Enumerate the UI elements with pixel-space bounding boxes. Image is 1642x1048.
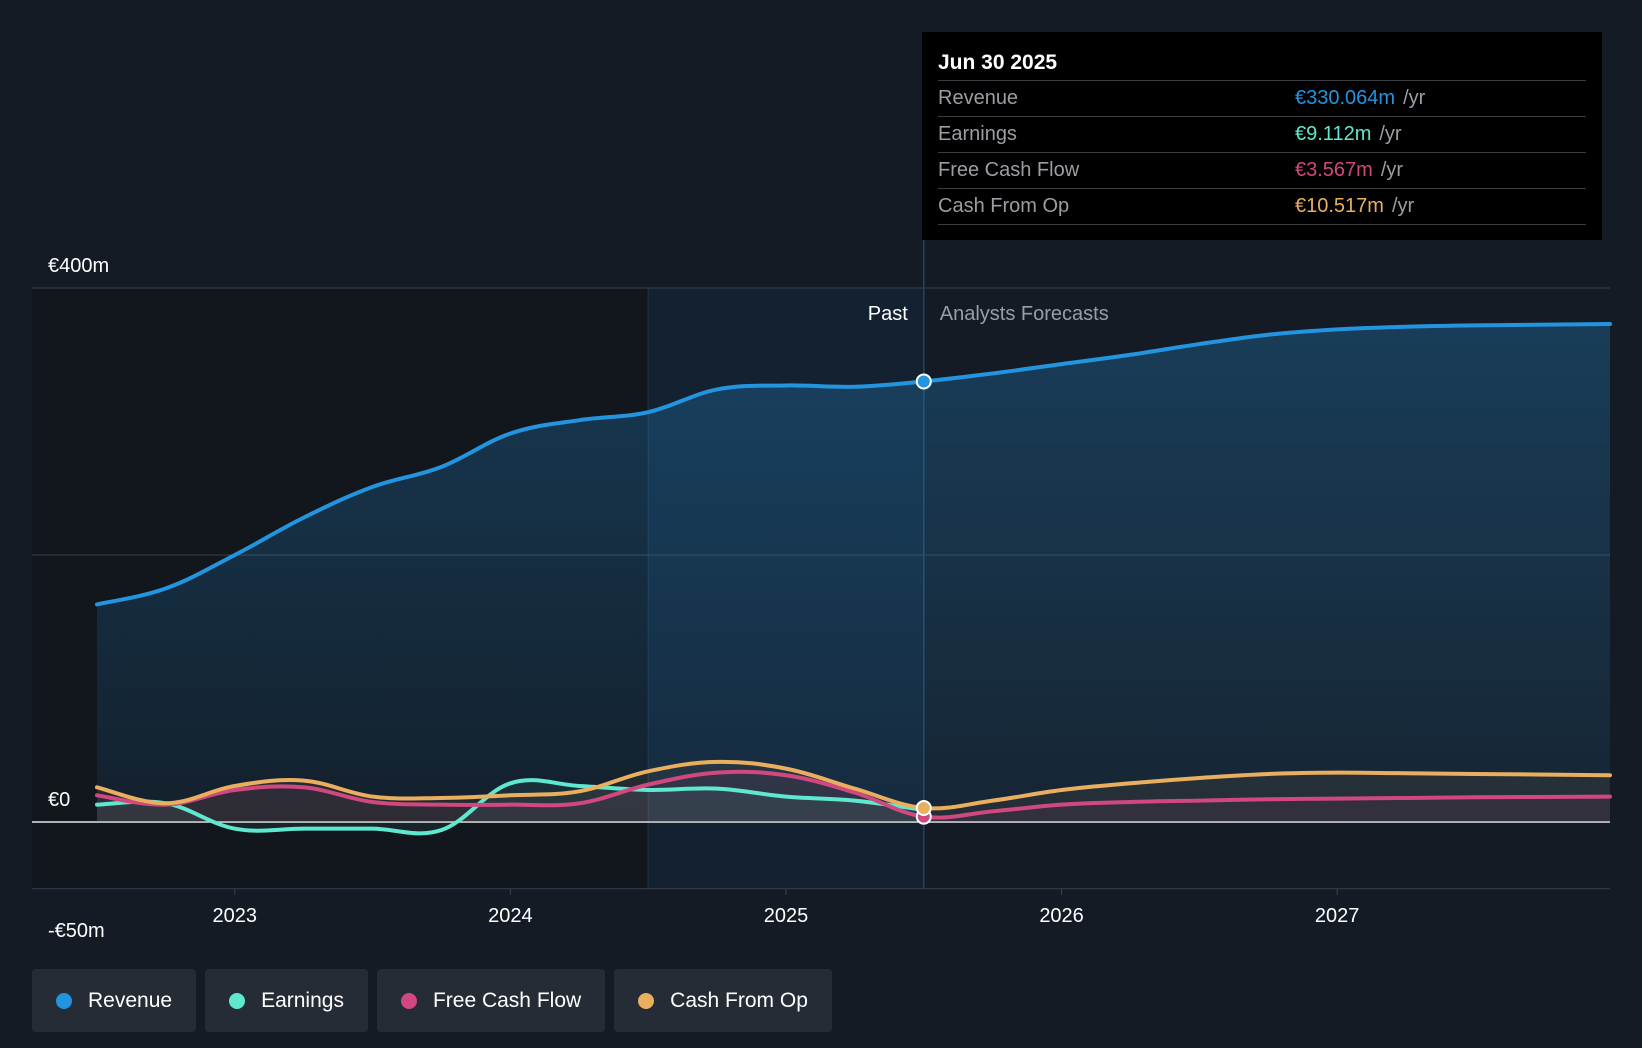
fcf-line (95, 769, 1612, 820)
tooltip-unit: /yr (1391, 195, 1415, 217)
tooltip-value: €330.064m (1295, 87, 1396, 109)
x-tick-label: 2024 (488, 905, 533, 927)
tooltip-label: Cash From Op (938, 195, 1070, 217)
tooltip-row-fcf: Free Cash Flow €3.567m /yr (938, 152, 1586, 188)
tooltip-label: Earnings (938, 123, 1017, 145)
tooltip-label: Free Cash Flow (938, 159, 1080, 181)
legend-label: Earnings (261, 988, 344, 1012)
tooltip-unit: /yr (1403, 87, 1426, 109)
tooltip-label: Revenue (938, 87, 1019, 109)
legend-dot-icon (229, 992, 246, 1009)
x-tick-label: 2027 (1315, 905, 1360, 927)
tooltip-unit: /yr (1379, 123, 1402, 145)
legend-item-revenue[interactable]: Revenue (32, 969, 197, 1032)
revenue-line (95, 322, 1612, 607)
tooltip-value: €9.112m (1295, 123, 1372, 145)
tooltip-row-revenue: Revenue €330.064m /yr (938, 80, 1586, 116)
legend-item-earnings[interactable]: Earnings (205, 969, 368, 1032)
earnings-line (95, 778, 926, 836)
tooltip-row-cfo: Cash From Op €10.517m /yr (938, 188, 1586, 225)
legend: Revenue Earnings Free Cash Flow Cash Fro… (32, 969, 832, 1032)
legend-item-free-cash-flow[interactable]: Free Cash Flow (376, 969, 606, 1032)
revenue-marker (915, 373, 932, 390)
legend-dot-icon (638, 992, 655, 1009)
cfo-marker (915, 799, 932, 816)
legend-dot-icon (400, 992, 417, 1009)
cfo-line (95, 759, 1612, 811)
legend-label: Cash From Op (670, 988, 808, 1012)
y-tick-label: -€50m (48, 920, 105, 942)
revenue-area (97, 324, 1610, 822)
legend-dot-icon (56, 992, 72, 1009)
earnings-area (97, 780, 924, 834)
past-label: Past (868, 303, 908, 325)
tooltip-date: Jun 30 2025 (938, 51, 1058, 74)
tooltip-unit: /yr (1380, 159, 1404, 181)
forecast-label: Analysts Forecasts (940, 303, 1109, 325)
tooltip-value: €10.517m (1295, 195, 1384, 217)
legend-item-cash-from-op[interactable]: Cash From Op (614, 969, 832, 1032)
y-tick-label: €0 (48, 789, 70, 811)
tooltip-value: €3.567m (1295, 159, 1373, 181)
legend-label: Revenue (88, 988, 173, 1012)
tooltip: Jun 30 2025 Revenue €330.064m /yr Earnin… (922, 32, 1602, 240)
x-tick-label: 2026 (1039, 905, 1084, 927)
legend-label: Free Cash Flow (432, 988, 582, 1012)
tooltip-row-earnings: Earnings €9.112m /yr (938, 116, 1586, 152)
x-tick-label: 2025 (764, 905, 809, 927)
y-tick-label: €400m (48, 255, 109, 277)
x-tick-label: 2023 (213, 905, 258, 927)
